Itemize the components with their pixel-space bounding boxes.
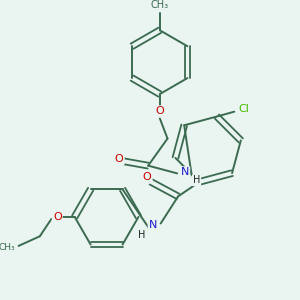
Text: CH₃: CH₃ [151, 0, 169, 10]
Text: O: O [53, 212, 62, 222]
Text: H: H [193, 175, 200, 185]
Text: Cl: Cl [238, 104, 249, 114]
Text: N: N [149, 220, 157, 230]
Text: H: H [138, 230, 145, 240]
Text: O: O [115, 154, 124, 164]
Text: O: O [155, 106, 164, 116]
Text: O: O [143, 172, 152, 182]
Text: N: N [181, 167, 189, 177]
Text: CH₃: CH₃ [0, 243, 15, 252]
